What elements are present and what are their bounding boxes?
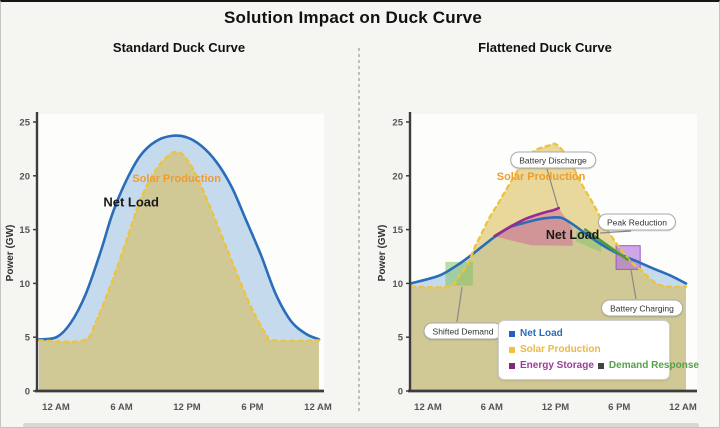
solar-production-line [37,150,321,344]
y-tick-label: 10 [19,279,30,290]
y-tick-label: 15 [19,225,30,236]
callout-pointer-line [456,286,463,323]
demand-response-fill [576,230,602,253]
x-tick-label: 6 PM [241,402,263,413]
demand-response-marker-icon [597,363,604,369]
y-tick-label: 5 [398,333,404,344]
solar-production-marker-icon [509,347,515,353]
y-axis-title: Power (GW) [5,225,16,282]
x-tick-label: 6 AM [481,402,503,413]
right-solar-production-label: Solar Production [496,170,586,183]
y-tick-label: 10 [392,279,403,290]
solar-production-line [409,142,688,289]
left-solar-production-label: Solar Production [132,173,221,186]
legend-item-demand-response: Demand Response [597,358,699,374]
legend: Net Load Solar Production Energy Storage… [498,320,699,380]
x-tick-label: 12 AM [304,402,332,413]
y-tick-label: 25 [19,118,30,129]
callout-pointer-line [546,168,559,208]
energy-storage-line [493,206,561,238]
energy-storage-marker-icon [509,363,515,369]
y-tick-label: 0 [25,387,30,398]
y-tick-label: 20 [19,171,30,182]
page-title: Solution Impact on Duck Curve [224,8,482,27]
x-tick-label: 12 PM [173,402,201,413]
x-tick-label: 6 PM [608,402,630,413]
y-tick-label: 20 [392,171,403,182]
y-axis-title: Power (GW) [377,225,388,282]
left-chart-title: Standard Duck Curve [112,40,246,55]
y-tick-label: 0 [398,387,403,398]
net-load-marker-icon [509,331,515,337]
horizontal-scrollbar[interactable] [23,423,699,427]
x-tick-label: 12 AM [414,402,442,413]
y-tick-label: 15 [392,225,403,236]
left-net-load-label: Net Load [103,194,159,210]
demand-response-line [583,228,629,261]
y-tick-label: 5 [25,333,31,344]
net-load-line [37,134,321,341]
y-tick-label: 25 [392,118,403,129]
x-tick-label: 6 AM [110,402,132,413]
battery-charging-callout: Battery Charging [601,299,683,317]
shifted-demand-callout: Shifted Demand [423,322,503,340]
right-chart-title: Flattened Duck Curve [478,40,612,55]
solar-production-area [39,152,319,391]
callout-pointer-line [630,269,637,300]
legend-item-solar-production: Solar Production [509,342,601,358]
callout-pointer-line [599,230,632,234]
x-tick-label: 12 AM [42,402,70,413]
x-tick-label: 12 PM [542,402,570,413]
legend-item-net-load: Net Load [509,326,563,342]
right-net-load-label: Net Load [545,227,600,242]
net-load-line [409,215,688,285]
battery-discharge-callout: Battery Discharge [510,151,596,169]
legend-item-energy-storage: Energy Storage [509,358,594,374]
x-tick-label: 12 AM [669,402,697,413]
peak-reduction-callout: Peak Reduction [597,213,677,231]
